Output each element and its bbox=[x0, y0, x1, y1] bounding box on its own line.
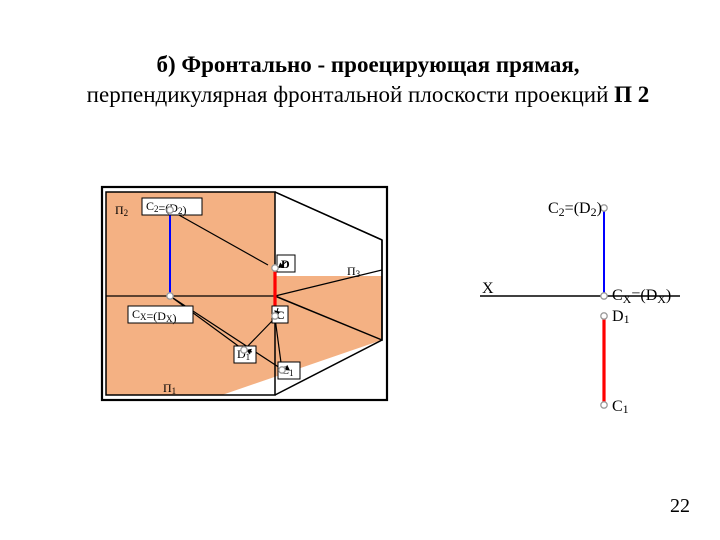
svg-text:СX=(DX): СX=(DX) bbox=[612, 287, 671, 306]
svg-text:П3: П3 bbox=[347, 264, 361, 279]
svg-text:С2=(D2): С2=(D2) bbox=[548, 200, 602, 219]
svg-text:D1: D1 bbox=[612, 308, 630, 326]
svg-text:С1: С1 bbox=[612, 398, 629, 416]
svg-text:D: D bbox=[281, 257, 290, 271]
svg-text:Х: Х bbox=[482, 280, 494, 297]
page-number: 22 bbox=[670, 495, 690, 518]
projection-diagram: С2=(D2)СX=(DX)DСD1С1П2П1П3ХС2=(D2)СX=(DX… bbox=[0, 0, 720, 540]
